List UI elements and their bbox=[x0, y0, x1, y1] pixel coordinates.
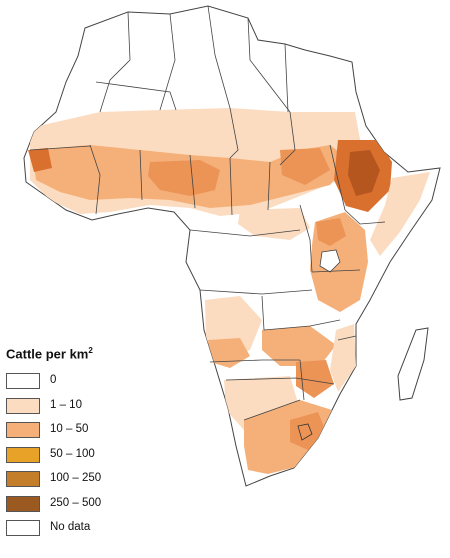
legend-swatch bbox=[6, 446, 40, 463]
cattle-density-layer bbox=[28, 108, 430, 474]
legend-item: 250 – 500 bbox=[6, 495, 206, 521]
density-zambia-medium bbox=[262, 326, 336, 366]
legend-swatch bbox=[6, 373, 40, 390]
legend-item: 0 bbox=[6, 373, 206, 398]
density-central-light bbox=[238, 208, 310, 240]
legend-item: 10 – 50 bbox=[6, 422, 206, 447]
legend-label: 100 – 250 bbox=[50, 472, 102, 485]
madagascar bbox=[397, 327, 429, 401]
density-somalia-light bbox=[370, 172, 430, 256]
legend-label: 0 bbox=[50, 374, 57, 387]
legend-label: No data bbox=[50, 521, 91, 534]
legend-item: 100 – 250 bbox=[6, 471, 206, 496]
legend-item: 1 – 10 bbox=[6, 397, 206, 423]
map-legend: Cattle per km2 0 1 – 10 10 – 50 50 – 100 100… bbox=[6, 346, 206, 545]
lake-victoria bbox=[319, 249, 341, 273]
density-senegal-strong bbox=[28, 148, 52, 172]
legend-swatch bbox=[6, 471, 40, 488]
legend-label: 1 – 10 bbox=[50, 398, 82, 411]
legend-label: 10 – 50 bbox=[50, 423, 89, 436]
legend-item: 50 – 100 bbox=[6, 446, 206, 472]
density-west-africa-strong bbox=[148, 160, 220, 196]
density-zimbabwe-strong bbox=[296, 360, 334, 398]
legend-swatch bbox=[6, 422, 40, 439]
legend-label: 50 – 100 bbox=[50, 447, 95, 460]
legend-item: No data bbox=[6, 520, 206, 545]
legend-label: 250 – 500 bbox=[50, 496, 102, 509]
density-sudan-strong bbox=[280, 148, 330, 185]
density-mozambique-light bbox=[330, 324, 356, 392]
legend-swatch bbox=[6, 520, 40, 537]
lesotho-outline bbox=[297, 423, 313, 441]
legend-items: 0 1 – 10 10 – 50 50 – 100 100 – 250 250 – 500… bbox=[6, 373, 206, 545]
legend-title-superscript: 2 bbox=[88, 346, 93, 355]
legend-swatch bbox=[6, 495, 40, 512]
legend-swatch bbox=[6, 397, 40, 414]
density-ethiopia-darkest bbox=[348, 150, 380, 196]
country-borders bbox=[29, 5, 386, 421]
density-uganda-strong bbox=[316, 218, 346, 246]
legend-title: Cattle per km2 bbox=[6, 346, 93, 362]
